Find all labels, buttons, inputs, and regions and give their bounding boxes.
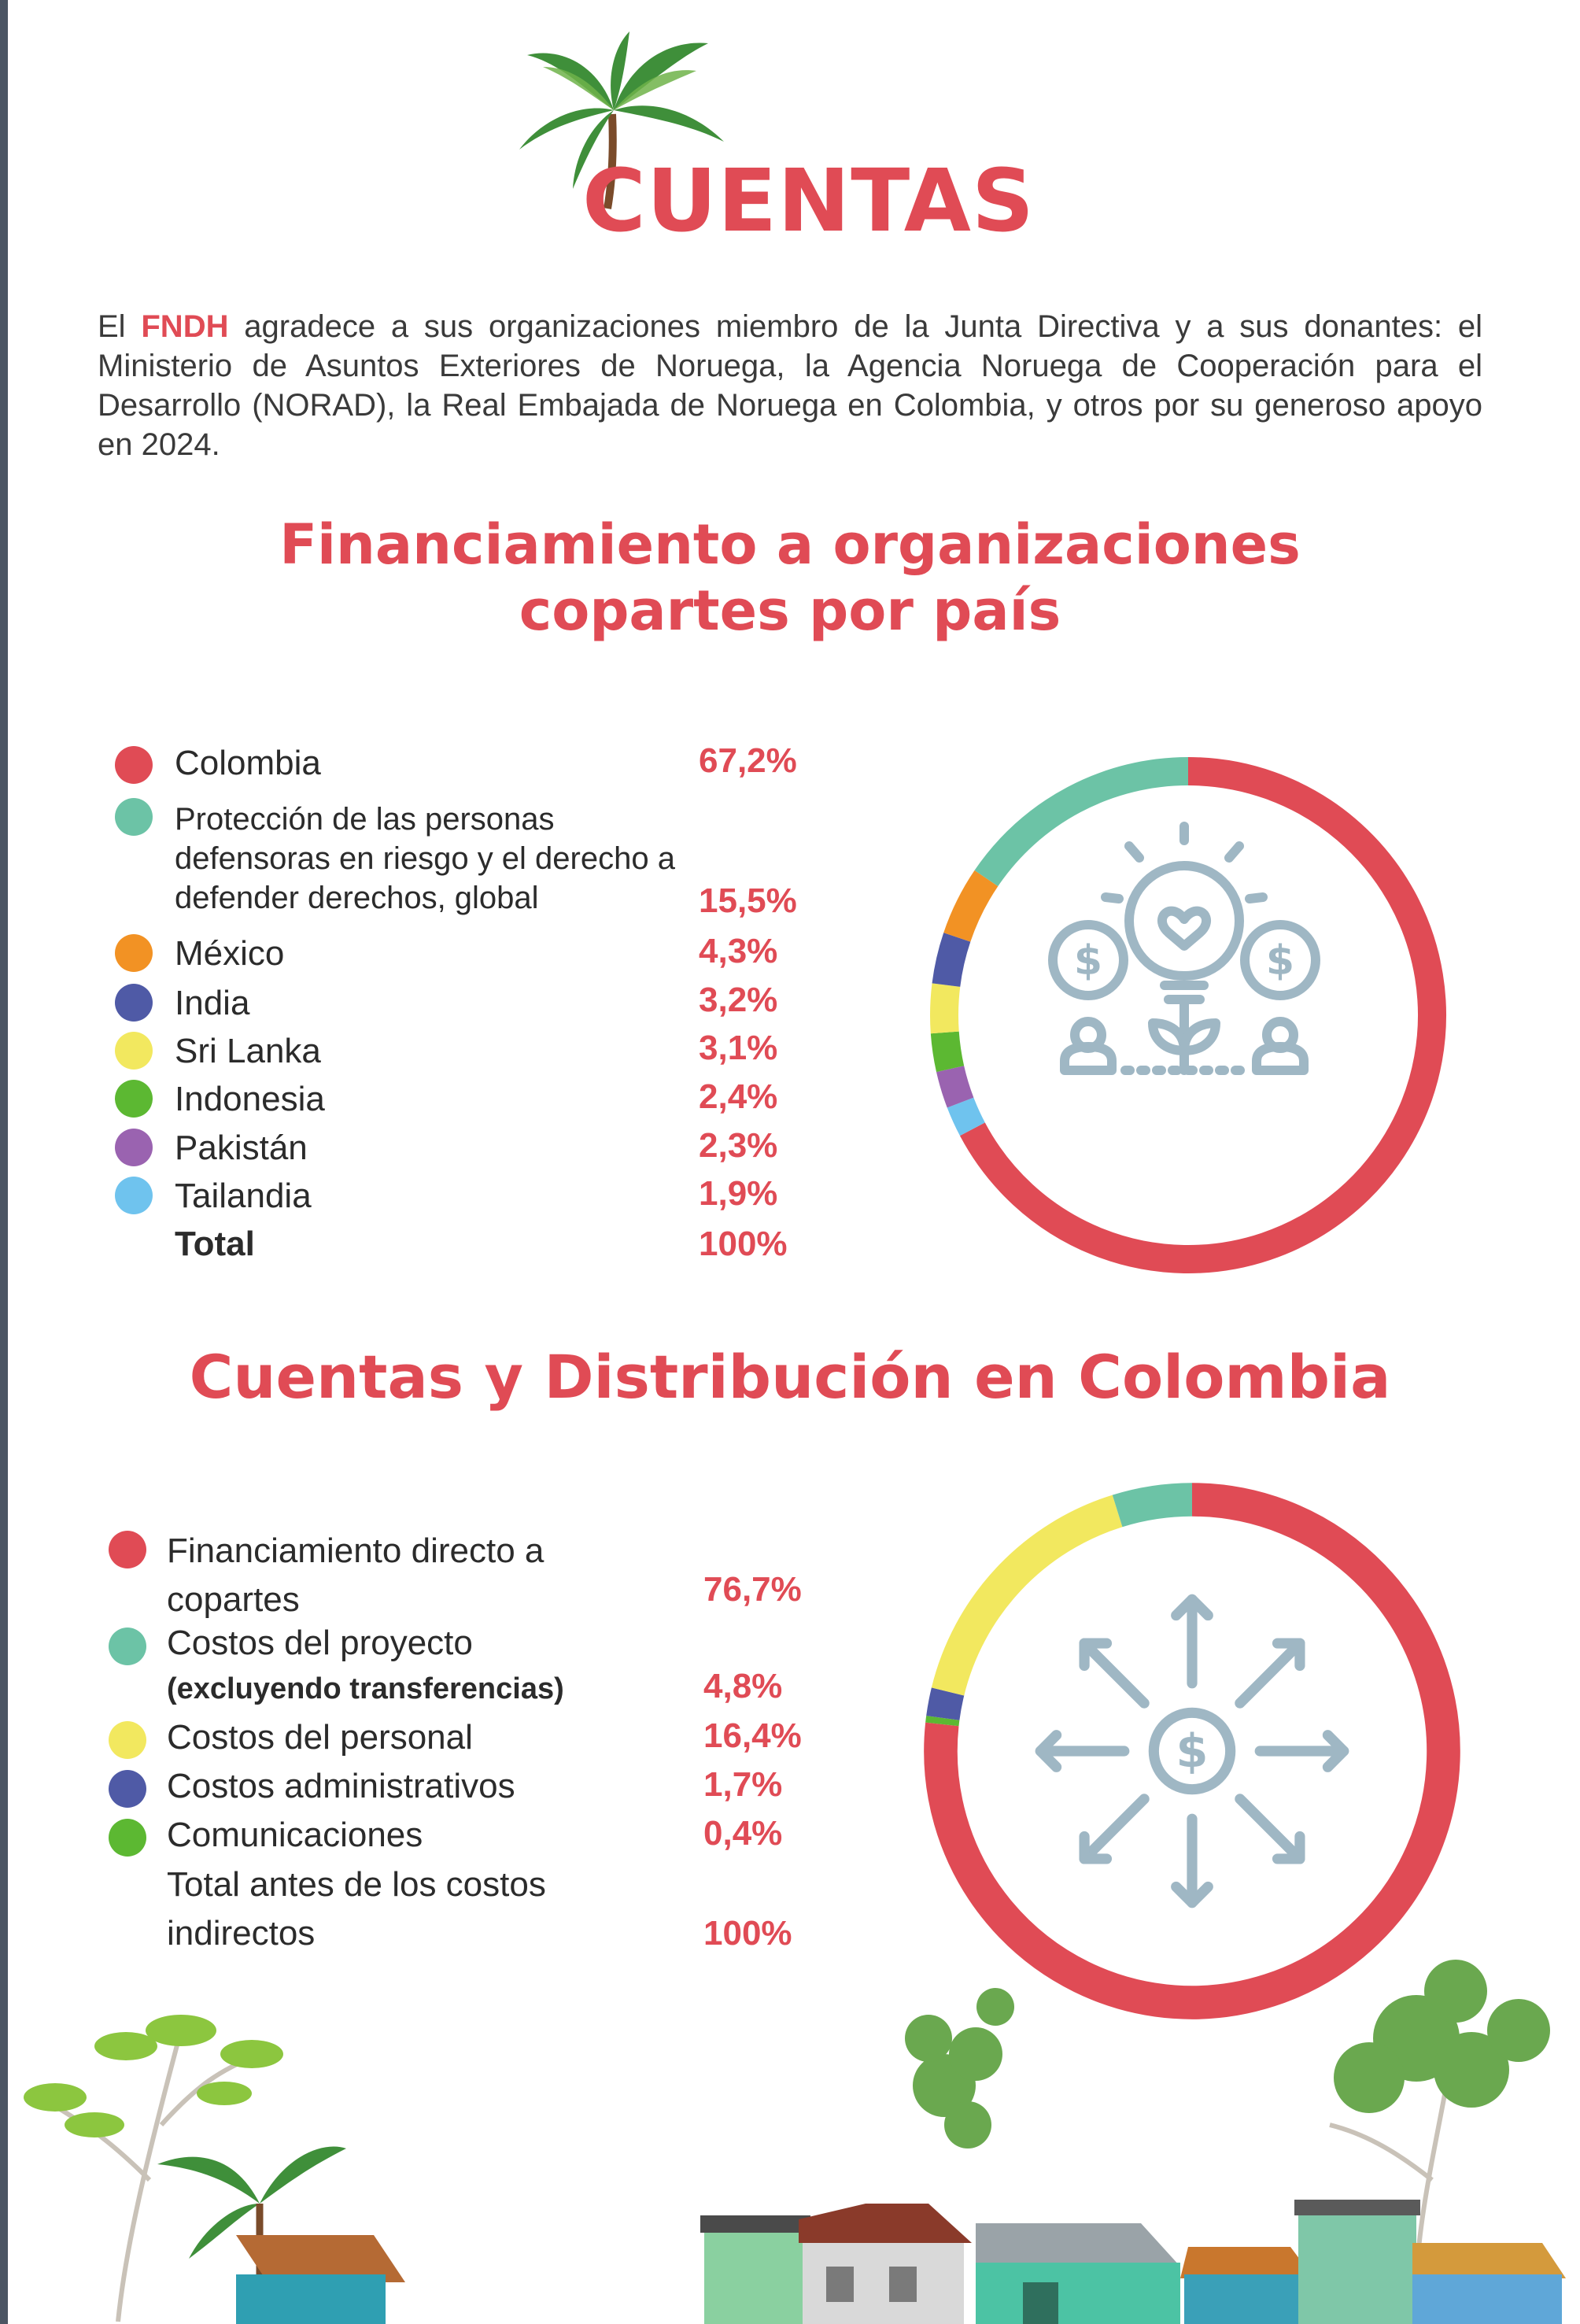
legend-label: Pakistán	[175, 1129, 308, 1167]
section-title-line2: copartes por país	[519, 578, 1061, 643]
legend-value: 3,2%	[699, 981, 778, 1019]
legend-value: 4,3%	[699, 932, 778, 970]
donut-slice-8	[974, 757, 1189, 887]
legend-color-dot	[115, 934, 153, 972]
legend-total-label: Total	[175, 1225, 255, 1263]
page-title: CUENTAS	[582, 150, 1035, 251]
legend-color-dot	[109, 1770, 146, 1808]
donut-slice-5	[930, 983, 961, 1034]
legend-label: Colombia	[175, 744, 321, 782]
donut-slice-7	[943, 870, 999, 942]
intro-text-rest: agradece a sus organizaciones miembro de…	[98, 309, 1482, 462]
donut-slice-4	[930, 1031, 965, 1073]
lightbulb-growth-money-people-icon: $ $	[1048, 822, 1320, 1075]
legend-color-dot	[115, 1177, 153, 1214]
legend-label: Indonesia	[175, 1080, 325, 1118]
legend-total-label-line1: Total antes de los costos	[167, 1865, 546, 1904]
donut-slice-1	[959, 757, 1446, 1273]
section-title-distribucion: Cuentas y Distribución en Colombia	[189, 1342, 1391, 1412]
legend-value: 1,9%	[699, 1174, 778, 1213]
legend-label: Tailandia	[175, 1177, 312, 1215]
legend-color-dot	[115, 1129, 153, 1166]
legend-value: 16,4%	[703, 1716, 802, 1755]
intro-paragraph: El FNDH agradece a sus organizaciones mi…	[98, 307, 1482, 464]
legend-label: Financiamiento directo a copartes	[167, 1531, 545, 1619]
svg-text:$: $	[1176, 1724, 1209, 1778]
legend-color-dot	[109, 1628, 146, 1665]
legend-label: Sri Lanka	[175, 1032, 321, 1070]
donut-chart-financiamiento: $ $	[930, 757, 1446, 1273]
section-title-financiamiento: Financiamiento a organizaciones copartes…	[0, 512, 1580, 644]
donut-slice-3	[926, 1687, 965, 1721]
donut-chart-distribucion: $	[924, 1483, 1460, 2019]
section-title-line1: Financiamiento a organizaciones	[279, 512, 1301, 577]
donut-slice-1	[924, 1483, 1460, 2019]
legend-color-dot	[115, 1032, 153, 1070]
legend-value: 0,4%	[703, 1814, 783, 1853]
legend-value: 76,7%	[703, 1570, 802, 1609]
legend-color-dot	[115, 746, 153, 784]
legend-label: México	[175, 934, 285, 973]
legend-color-dot	[115, 984, 153, 1022]
legend-note: (excluyendo transferencias)	[167, 1672, 564, 1705]
intro-org-highlight: FNDH	[141, 309, 229, 344]
legend-color-dot	[115, 1080, 153, 1118]
legend-value: 3,1%	[699, 1029, 778, 1067]
legend-label: Comunicaciones	[167, 1816, 423, 1854]
left-edge-bar	[0, 0, 8, 2324]
legend-label: Costos del personal	[167, 1718, 473, 1757]
money-distribution-arrows-icon: $	[1035, 1594, 1349, 1908]
legend-color-dot	[109, 1531, 146, 1568]
legend-value: 4,8%	[703, 1667, 783, 1705]
legend-value: 15,5%	[699, 881, 797, 920]
legend-color-dot	[109, 1721, 146, 1759]
legend-total-value: 100%	[699, 1225, 788, 1263]
village-trees-illustration	[24, 1960, 1566, 2324]
donut-slice-5	[1112, 1483, 1193, 1528]
legend-total-value-2: 100%	[703, 1914, 792, 1953]
svg-text:$: $	[1074, 937, 1102, 985]
intro-text-start: El	[98, 309, 142, 344]
donut-slice-6	[932, 933, 971, 988]
legend-value: 1,7%	[703, 1765, 783, 1804]
legend-value: 2,3%	[699, 1126, 778, 1165]
legend-label: Costos del proyecto	[167, 1624, 473, 1662]
donut-slice-4	[931, 1495, 1123, 1696]
legend-value: 67,2%	[699, 741, 797, 780]
palm-tree-illustration	[519, 31, 724, 209]
donut-slice-2	[925, 1716, 960, 1727]
donut-slice-2	[947, 1097, 985, 1136]
legend-label: Costos administrativos	[167, 1767, 515, 1805]
legend-total-label-line2: indirectos	[167, 1914, 316, 1953]
legend-label: India	[175, 984, 250, 1022]
donut-slice-3	[936, 1065, 974, 1108]
svg-text:$: $	[1266, 937, 1294, 985]
legend-color-dot	[115, 798, 153, 836]
legend-value: 2,4%	[699, 1077, 778, 1116]
legend-label: Protección de las personas defensoras en…	[175, 802, 675, 915]
legend-color-dot	[109, 1819, 146, 1857]
